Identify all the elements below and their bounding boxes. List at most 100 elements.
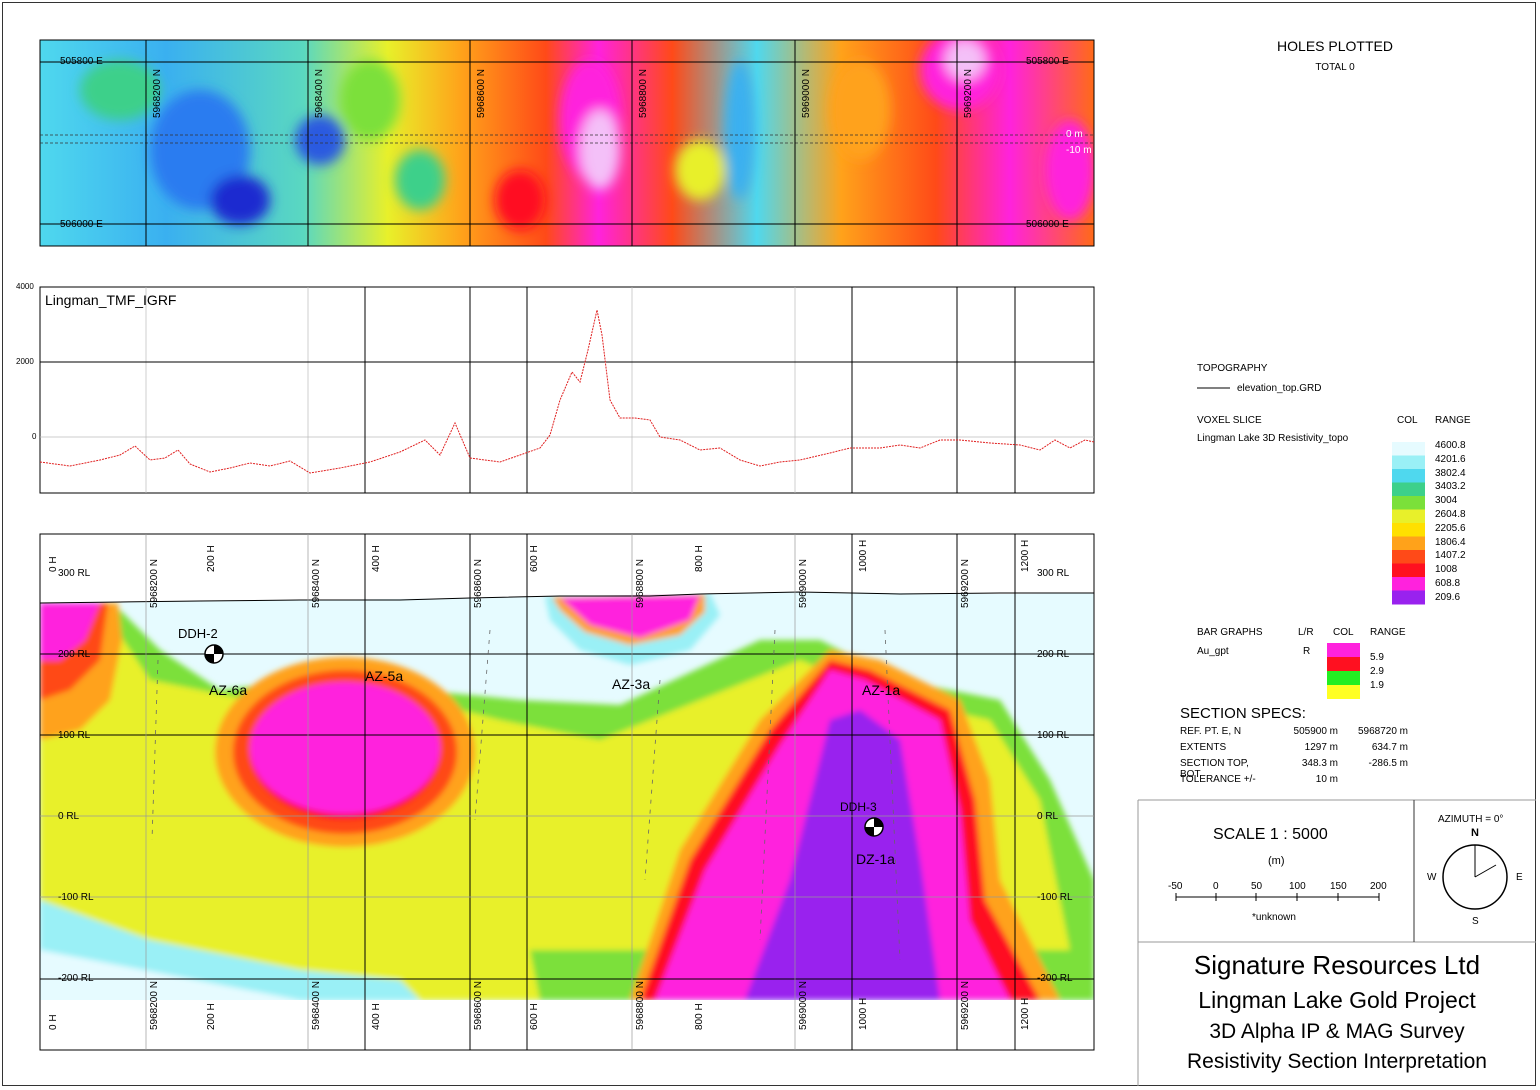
section-h-label-bottom: 1000 H: [858, 997, 869, 1030]
map-northing-label: 5968400 N: [314, 69, 325, 118]
section-n-label-bottom: 5968200 N: [149, 981, 160, 1030]
rl-label-left: -100 RL: [58, 892, 94, 903]
bar-color-swatch: [1327, 685, 1360, 699]
profile-ytick-2000: 2000: [16, 357, 34, 366]
zone-label-az-5a: AZ-5a: [365, 668, 404, 684]
specs-row: TOLERANCE +/- 10 m: [1180, 774, 1408, 790]
zone-label-az-3a: AZ-3a: [612, 676, 651, 692]
specs-v1: 10 m: [1315, 774, 1338, 785]
profile-ytick-0: 0: [32, 432, 37, 441]
scale-note: *unknown: [1252, 912, 1296, 923]
voxel-range-label: 1806.4: [1435, 536, 1466, 548]
specs-label: REF. PT. E, N: [1180, 726, 1242, 737]
rl-label-left: 300 RL: [58, 568, 91, 579]
map-northing-label: 5968600 N: [476, 69, 487, 118]
rl-label-right: 0 RL: [1037, 811, 1059, 822]
rl-label-right: 300 RL: [1037, 568, 1070, 579]
easting-label-bottom-right: 506000 E: [1026, 219, 1069, 230]
section-n-label-bottom: 5969200 N: [960, 981, 971, 1030]
bar-color-swatch: [1327, 643, 1360, 657]
specs-v2: 5968720 m: [1357, 726, 1408, 737]
scale-tick: 100: [1289, 881, 1306, 892]
scale-tick: -50: [1168, 881, 1183, 892]
scale-bar: [1175, 893, 1380, 901]
rl-label-right: 200 RL: [1037, 649, 1070, 660]
specs-label: TOLERANCE +/-: [1180, 774, 1256, 785]
scale-unit: (m): [1268, 855, 1285, 867]
section-n-label-bottom: 5968400 N: [311, 981, 322, 1030]
voxel-range-label: 1407.2: [1435, 550, 1466, 562]
section-n-label-top: 5968800 N: [635, 559, 646, 608]
easting-label-top-left: 505800 E: [60, 56, 103, 67]
survey-name: 3D Alpha IP & MAG Survey: [1209, 1020, 1465, 1043]
section-n-label-top: 5969000 N: [798, 559, 809, 608]
section-n-label-top: 5968600 N: [473, 559, 484, 608]
section-h-label-top: 800 H: [694, 545, 705, 572]
ddh-2-marker[interactable]: [204, 644, 224, 664]
section-n-label-bottom: 5969000 N: [798, 981, 809, 1030]
voxel-color-swatch: [1392, 590, 1425, 605]
section-specs-title: SECTION SPECS:: [1180, 705, 1306, 722]
section-n-label-top: 5968200 N: [149, 559, 160, 608]
zone-label-az-1a: AZ-1a: [862, 682, 901, 698]
map-northing-label: 5968200 N: [152, 69, 163, 118]
compass-block: AZIMUTH = 0° N S E W: [1416, 800, 1536, 942]
voxel-range-header: RANGE: [1435, 415, 1471, 426]
voxel-range-label: 2205.6: [1435, 522, 1466, 534]
holes-plotted-block: HOLES PLOTTED TOTAL 0: [1185, 38, 1485, 73]
scale-tick: 50: [1251, 881, 1263, 892]
bar-graphs-lr-header: L/R: [1298, 627, 1314, 638]
depth-label-0: 0 m: [1066, 129, 1083, 140]
hole-label-ddh-2: DDH-2: [178, 626, 218, 641]
magnetic-map-image: [40, 40, 1094, 246]
section-h-label-bottom: 600 H: [529, 1003, 540, 1030]
resistivity-section-image: [40, 534, 1094, 1050]
voxel-range-label: 2604.8: [1435, 509, 1466, 520]
voxel-color-swatch: [1392, 496, 1425, 510]
voxel-name: Lingman Lake 3D Resistivity_topo: [1197, 433, 1349, 444]
bar-graphs-col-header: COL: [1333, 627, 1354, 638]
bar-color-swatch: [1327, 657, 1360, 671]
voxel-range-label: 3802.4: [1435, 467, 1466, 479]
voxel-range-label: 3403.2: [1435, 481, 1466, 493]
section-n-label-top: 5968400 N: [311, 559, 322, 608]
voxel-color-bar: [1392, 442, 1425, 605]
voxel-color-swatch: [1392, 442, 1425, 456]
compass-s: S: [1472, 916, 1479, 927]
specs-v2: [1338, 774, 1408, 790]
map-northing-label: 5969200 N: [963, 69, 974, 118]
specs-label: SECTION TOP, BOT: [1180, 758, 1249, 780]
specs-v1: 505900 m: [1293, 726, 1338, 737]
bar-range-2: 1.9: [1370, 680, 1384, 691]
section-h-label-top: 200 H: [206, 545, 217, 572]
zone-label-az-6a: AZ-6a: [209, 682, 248, 698]
profile-ytick-4000: 4000: [16, 282, 34, 291]
compass-w: W: [1427, 872, 1437, 883]
section-h-label-bottom: 800 H: [694, 1003, 705, 1030]
section-n-label-bottom: 5968800 N: [635, 981, 646, 1030]
voxel-range-label: 1008: [1435, 564, 1458, 576]
scale-block: SCALE 1 : 5000 (m) -50 0 50 100 150 200 …: [1138, 800, 1414, 942]
specs-row: EXTENTS 1297 m 634.7 m: [1180, 742, 1408, 758]
voxel-col-header: COL: [1397, 415, 1418, 426]
voxel-color-swatch: [1392, 509, 1425, 524]
holes-plotted-total: TOTAL 0: [1315, 62, 1355, 73]
voxel-range-label: 4600.8: [1435, 440, 1466, 451]
compass-e: E: [1516, 872, 1523, 883]
voxel-title: VOXEL SLICE: [1197, 415, 1262, 426]
scale-tick: 0: [1213, 881, 1219, 892]
rl-label-left: 0 RL: [58, 811, 80, 822]
hole-label-ddh-3: DDH-3: [840, 800, 877, 814]
ddh-3-marker[interactable]: [864, 817, 884, 837]
voxel-range-label: 209.6: [1435, 591, 1461, 603]
bar-color-swatch: [1327, 671, 1360, 685]
project-name: Lingman Lake Gold Project: [1198, 987, 1476, 1013]
section-n-label-bottom: 5968600 N: [473, 981, 484, 1030]
voxel-color-swatch: [1392, 563, 1425, 578]
section-h-label-top: 600 H: [529, 545, 540, 572]
section-h-label-bottom: 0 H: [48, 1014, 59, 1030]
profile-title: Lingman_TMF_IGRF: [45, 292, 177, 308]
voxel-color-swatch: [1392, 577, 1425, 591]
rl-label-left: -200 RL: [58, 973, 94, 984]
